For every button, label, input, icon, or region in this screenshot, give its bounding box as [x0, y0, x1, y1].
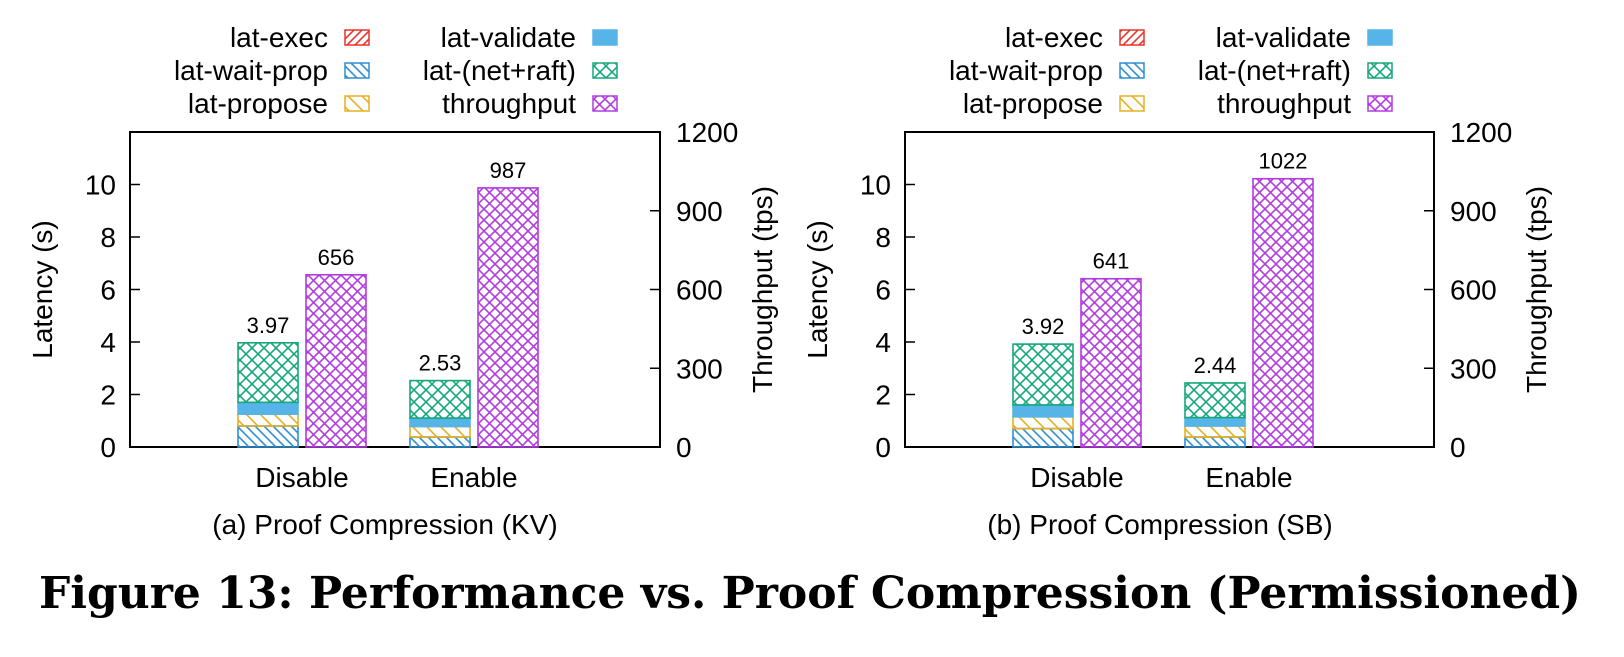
y-tick-label: 4	[100, 327, 116, 358]
bar-segment-lat-net-raft	[1184, 382, 1246, 419]
bar-segment-lat-validate	[409, 417, 471, 428]
y2-tick-label: 0	[676, 432, 692, 463]
legend-label-lat-exec: lat-exec	[1005, 22, 1103, 53]
bar-segment-lat-propose	[409, 425, 471, 438]
throughput-data-label: 1022	[1259, 149, 1308, 174]
y-tick-label: 2	[875, 380, 891, 411]
y-axis-title: Latency (s)	[802, 220, 833, 359]
y-tick-label: 6	[100, 275, 116, 306]
plot-frame	[904, 131, 1435, 448]
y2-axis-title: Throughput (tps)	[1521, 186, 1552, 393]
throughput-data-label: 656	[318, 245, 355, 270]
bar-throughput	[477, 187, 539, 448]
y2-tick-label: 0	[1450, 432, 1466, 463]
latency-data-label: 3.92	[1022, 314, 1065, 339]
y2-tick-label: 600	[1450, 275, 1497, 306]
legend-swatch-lat-validate	[1367, 29, 1393, 46]
y2-tick-label: 900	[676, 196, 723, 227]
legend-swatch-throughput	[592, 95, 618, 112]
y2-axis-title: Throughput (tps)	[747, 186, 778, 393]
legend-swatch-lat-exec	[344, 29, 370, 46]
legend-swatch-lat-wait-prop	[1119, 62, 1145, 79]
legend-label-lat-wait-prop: lat-wait-prop	[174, 55, 328, 86]
y2-tick-label: 300	[676, 353, 723, 384]
legend-swatch-lat-exec	[1119, 29, 1145, 46]
bar-segment-lat-propose	[237, 413, 299, 427]
bar-segment-lat-validate	[237, 401, 299, 415]
y-tick-label: 0	[875, 432, 891, 463]
legend-label-lat-net-raft: lat-(net+raft)	[423, 55, 576, 86]
y-axis-title: Latency (s)	[27, 220, 58, 359]
legend-swatch-lat-net-raft	[1367, 62, 1393, 79]
throughput-data-label: 987	[490, 158, 527, 183]
bar-segment-lat-wait-prop	[1184, 436, 1246, 448]
plot-frame	[129, 131, 661, 448]
y-tick-label: 0	[100, 432, 116, 463]
latency-data-label: 3.97	[247, 313, 290, 338]
legend-swatch-lat-validate	[592, 29, 618, 46]
figure-caption: Figure 13: Performance vs. Proof Compres…	[39, 568, 1581, 619]
legend-swatch-lat-wait-prop	[344, 62, 370, 79]
legend-label-lat-validate: lat-validate	[441, 22, 576, 53]
legend-label-lat-wait-prop: lat-wait-prop	[949, 55, 1103, 86]
x-tick-label: Disable	[255, 462, 348, 493]
legend-label-lat-propose: lat-propose	[188, 88, 328, 119]
y-tick-label: 8	[875, 222, 891, 253]
bar-throughput	[1080, 277, 1142, 448]
bar-segment-lat-validate	[1012, 404, 1074, 418]
throughput-data-label: 641	[1093, 249, 1130, 274]
y2-tick-label: 600	[676, 275, 723, 306]
x-tick-label: Disable	[1030, 462, 1123, 493]
latency-data-label: 2.44	[1194, 353, 1237, 378]
subfigure-caption: (b) Proof Compression (SB)	[987, 509, 1332, 540]
bar-segment-lat-wait-prop	[1012, 427, 1074, 448]
legend-swatch-lat-propose	[344, 95, 370, 112]
legend-swatch-lat-propose	[1119, 95, 1145, 112]
bar-throughput	[1252, 177, 1314, 448]
legend-label-throughput: throughput	[442, 88, 576, 119]
y-tick-label: 10	[85, 170, 116, 201]
bar-segment-lat-propose	[1012, 416, 1074, 430]
y-tick-label: 8	[100, 222, 116, 253]
bar-segment-lat-net-raft	[1012, 343, 1074, 406]
bar-throughput	[305, 273, 367, 448]
y2-tick-label: 1200	[676, 117, 738, 148]
legend-label-lat-net-raft: lat-(net+raft)	[1198, 55, 1351, 86]
subfigure-caption: (a) Proof Compression (KV)	[212, 509, 557, 540]
legend-swatch-throughput	[1367, 95, 1393, 112]
x-tick-label: Enable	[430, 462, 517, 493]
y-tick-label: 2	[100, 380, 116, 411]
legend-label-lat-validate: lat-validate	[1216, 22, 1351, 53]
y2-tick-label: 1200	[1450, 117, 1512, 148]
y2-tick-label: 300	[1450, 353, 1497, 384]
bar-segment-lat-validate	[1184, 416, 1246, 427]
bar-segment-lat-net-raft	[409, 379, 471, 419]
legend-swatch-lat-net-raft	[592, 62, 618, 79]
chart-panel-sb: 0 2 4 6 8 10 0 300 600 900 1200 Latency (s) Throughp…	[802, 22, 1552, 540]
x-tick-label: Enable	[1205, 462, 1292, 493]
y-tick-label: 10	[860, 170, 891, 201]
y-tick-label: 6	[875, 275, 891, 306]
bar-segment-lat-wait-prop	[237, 425, 299, 448]
chart-panel-kv: 0 2 4 6 8 10 0 300 600 900 1200 Latency (s) Throughp…	[27, 22, 778, 540]
y-tick-label: 4	[875, 327, 891, 358]
legend-label-lat-propose: lat-propose	[963, 88, 1103, 119]
legend-label-throughput: throughput	[1217, 88, 1351, 119]
y2-tick-label: 900	[1450, 196, 1497, 227]
bar-segment-lat-propose	[1184, 425, 1246, 438]
bar-segment-lat-wait-prop	[409, 436, 471, 448]
latency-data-label: 2.53	[419, 351, 462, 376]
legend-label-lat-exec: lat-exec	[230, 22, 328, 53]
bar-segment-lat-net-raft	[237, 341, 299, 404]
